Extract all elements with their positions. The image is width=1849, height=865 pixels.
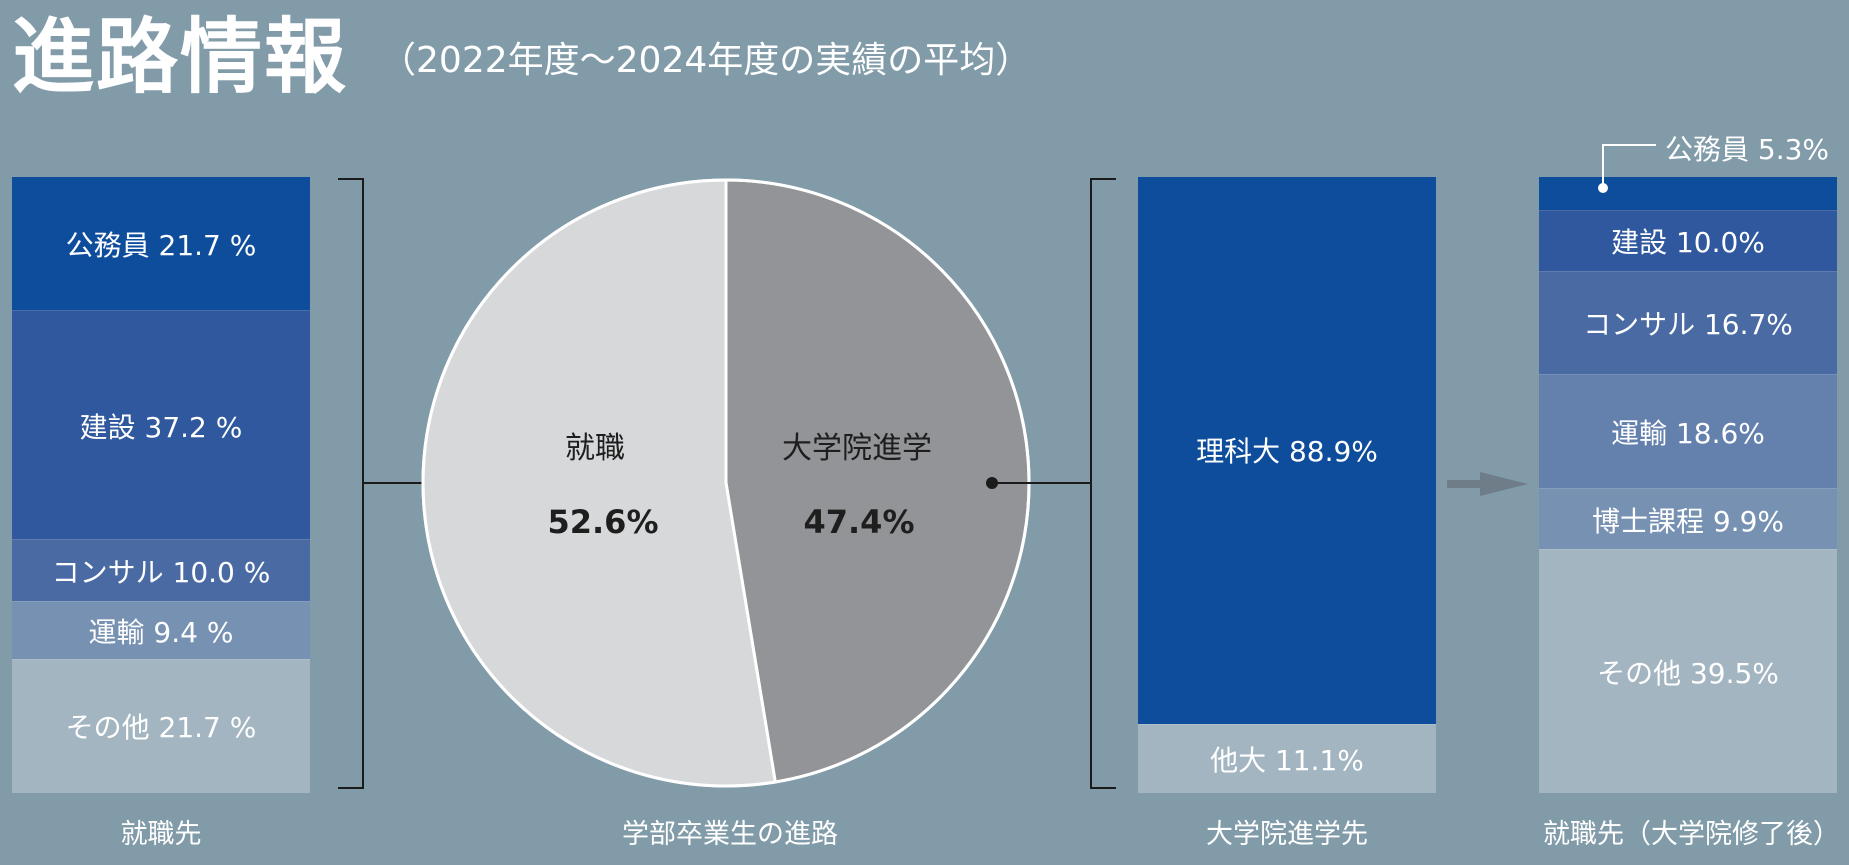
seg-transport-label: 運輸 9.4 %: [88, 615, 234, 649]
seg-doctoral-label: 博士課程 9.9%: [1591, 504, 1785, 538]
seg-public-servant: [1539, 177, 1837, 210]
right-bracket: [1090, 178, 1116, 789]
seg-other: その他 39.5%: [1539, 549, 1837, 793]
seg-consulting: コンサル 10.0 %: [12, 539, 310, 602]
header: 進路情報 （2022年度～2024年度の実績の平均）: [12, 8, 1031, 108]
pie-label-employment: 就職: [565, 431, 625, 466]
page-title: 進路情報: [12, 10, 349, 105]
pie-slice-grad: [724, 178, 1031, 784]
pie-value-grad: 47.4%: [803, 503, 914, 541]
callout-dot: [1598, 183, 1608, 193]
left-bracket: [338, 178, 364, 789]
seg-consulting-label: コンサル 16.7%: [1583, 308, 1793, 342]
pie-label-grad: 大学院進学: [782, 431, 932, 466]
seg-tus: 理科大 88.9%: [1138, 177, 1436, 724]
seg-construction-label: 建設 10.0%: [1611, 226, 1765, 260]
grad-school-bar-label: 大学院進学先: [1206, 819, 1368, 850]
seg-transport: 運輸 9.4 %: [12, 600, 310, 660]
seg-transport-label: 運輸 18.6%: [1611, 416, 1765, 450]
seg-consulting-label: コンサル 10.0 %: [51, 555, 271, 589]
seg-tus-label: 理科大 88.9%: [1196, 435, 1378, 469]
seg-transport: 運輸 18.6%: [1539, 373, 1837, 490]
seg-public-servant-label: 公務員 21.7 %: [65, 228, 257, 262]
seg-other-label: その他 39.5%: [1597, 656, 1779, 690]
seg-construction: 建設 37.2 %: [12, 310, 310, 541]
pie-chart-label: 学部卒業生の進路: [622, 819, 838, 850]
seg-other-univ-label: 他大 11.1%: [1210, 743, 1364, 777]
employment-stacked-bar: 公務員 21.7 % 建設 37.2 % コンサル 10.0 % 運輸 9.4 % その…: [12, 177, 310, 793]
page-subtitle: （2022年度～2024年度の実績の平均）: [380, 40, 1032, 81]
seg-public-servant: 公務員 21.7 %: [12, 177, 310, 311]
seg-consulting: コンサル 16.7%: [1539, 271, 1837, 375]
seg-other: その他 21.7 %: [12, 658, 310, 793]
callout-line: [1602, 144, 1656, 188]
pie-slice-employment: [421, 178, 778, 788]
employment-bar-label: 就職先: [120, 819, 202, 850]
pie-value-employment: 52.6%: [547, 503, 658, 541]
seg-doctoral: 博士課程 9.9%: [1539, 488, 1837, 551]
seg-construction: 建設 10.0%: [1539, 209, 1837, 273]
post-grad-bar-label: 就職先（大学院修了後）: [1543, 819, 1840, 850]
seg-construction-label: 建設 37.2 %: [79, 410, 243, 444]
seg-other-univ: 他大 11.1%: [1138, 723, 1436, 793]
flow-arrow: [1447, 472, 1528, 496]
post-grad-employment-stacked-bar: 建設 10.0% コンサル 16.7% 運輸 18.6% 博士課程 9.9% その他 3…: [1539, 177, 1837, 793]
seg-other-label: その他 21.7 %: [65, 711, 257, 745]
grad-school-stacked-bar: 理科大 88.9% 他大 11.1%: [1138, 177, 1436, 793]
pie-chart: [421, 178, 1031, 788]
callout-label-public-servant: 公務員 5.3%: [1665, 133, 1830, 166]
